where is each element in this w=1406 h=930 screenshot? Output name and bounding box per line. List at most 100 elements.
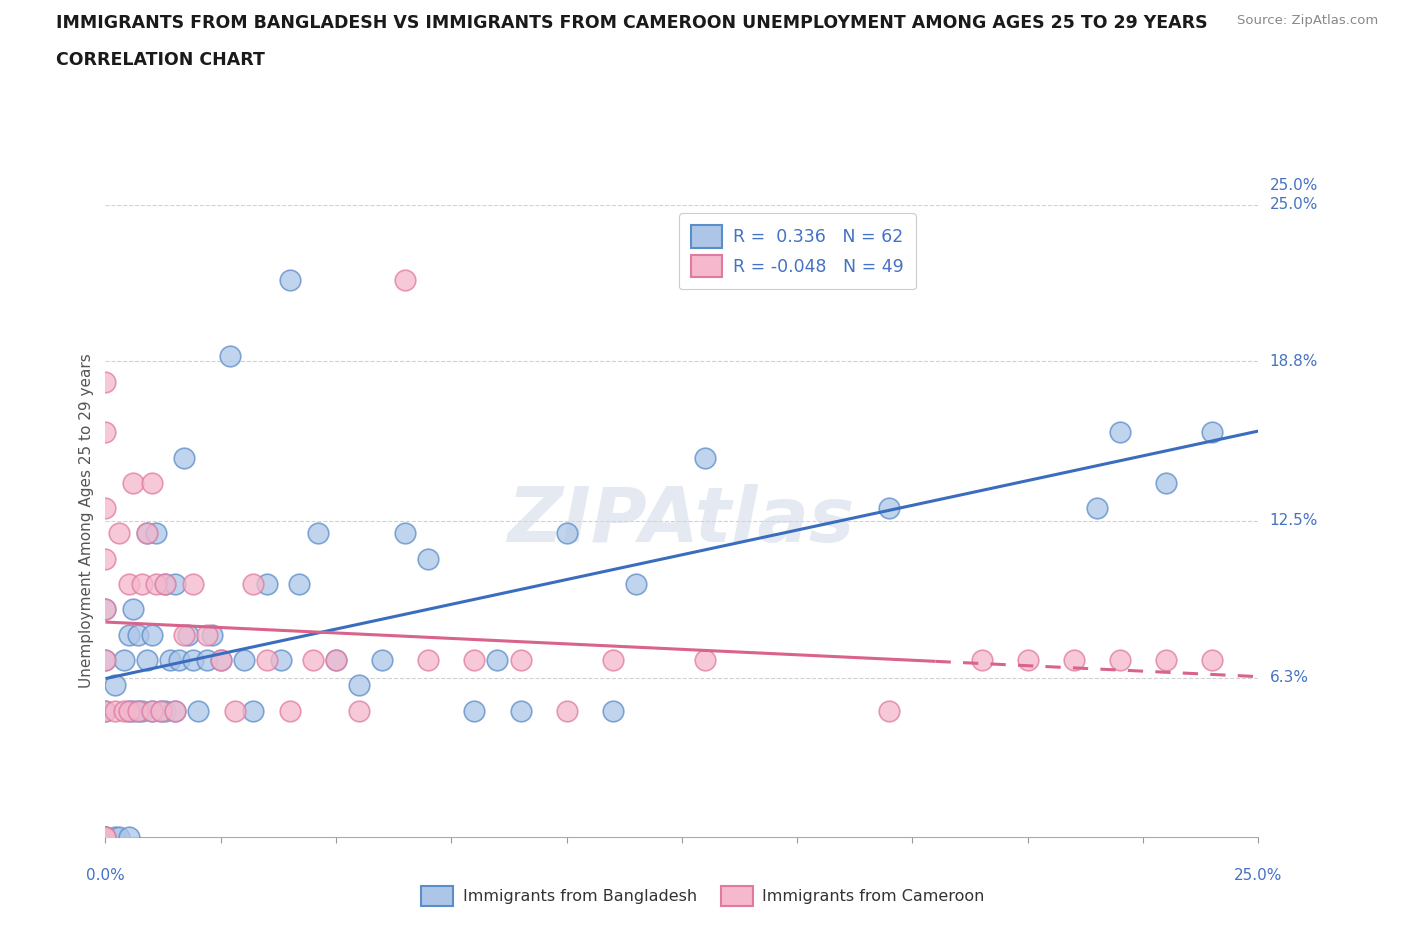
Point	[325, 653, 347, 668]
Point	[136, 526, 159, 541]
Point	[155, 703, 177, 718]
Point	[112, 703, 135, 718]
Point	[509, 703, 531, 718]
Point	[94, 830, 117, 844]
Point	[136, 653, 159, 668]
Point	[1063, 653, 1085, 668]
Point	[486, 653, 509, 668]
Point	[141, 703, 163, 718]
Text: ZIPAtlas: ZIPAtlas	[508, 484, 856, 558]
Point	[127, 703, 149, 718]
Legend: Immigrants from Bangladesh, Immigrants from Cameroon: Immigrants from Bangladesh, Immigrants f…	[415, 880, 991, 912]
Point	[94, 425, 117, 440]
Point	[1154, 653, 1177, 668]
Point	[127, 627, 149, 642]
Point	[104, 703, 127, 718]
Point	[104, 678, 127, 693]
Point	[141, 627, 163, 642]
Point	[278, 703, 301, 718]
Text: 6.3%: 6.3%	[1270, 671, 1309, 685]
Point	[159, 653, 181, 668]
Point	[177, 627, 200, 642]
Point	[278, 273, 301, 288]
Y-axis label: Unemployment Among Ages 25 to 29 years: Unemployment Among Ages 25 to 29 years	[79, 353, 94, 688]
Point	[418, 653, 440, 668]
Point	[555, 526, 578, 541]
Point	[1085, 500, 1108, 515]
Point	[970, 653, 993, 668]
Point	[624, 577, 647, 591]
Text: 25.0%: 25.0%	[1270, 179, 1317, 193]
Point	[94, 703, 117, 718]
Point	[195, 653, 218, 668]
Point	[200, 627, 222, 642]
Point	[555, 703, 578, 718]
Legend: R =  0.336   N = 62, R = -0.048   N = 49: R = 0.336 N = 62, R = -0.048 N = 49	[679, 213, 915, 289]
Text: 12.5%: 12.5%	[1270, 513, 1317, 528]
Text: 25.0%: 25.0%	[1270, 197, 1317, 212]
Point	[94, 653, 117, 668]
Point	[224, 703, 246, 718]
Point	[155, 577, 177, 591]
Point	[879, 500, 901, 515]
Point	[94, 374, 117, 389]
Point	[288, 577, 311, 591]
Point	[94, 602, 117, 617]
Point	[602, 703, 624, 718]
Point	[94, 500, 117, 515]
Point	[145, 577, 167, 591]
Point	[149, 703, 172, 718]
Point	[94, 830, 117, 844]
Point	[418, 551, 440, 566]
Point	[94, 830, 117, 844]
Point	[232, 653, 254, 668]
Text: CORRELATION CHART: CORRELATION CHART	[56, 51, 266, 69]
Point	[1017, 653, 1039, 668]
Point	[117, 703, 139, 718]
Point	[122, 475, 145, 490]
Point	[307, 526, 329, 541]
Point	[94, 602, 117, 617]
Point	[122, 703, 145, 718]
Point	[371, 653, 394, 668]
Point	[94, 830, 117, 844]
Point	[509, 653, 531, 668]
Point	[94, 830, 117, 844]
Point	[302, 653, 325, 668]
Point	[879, 703, 901, 718]
Point	[173, 627, 195, 642]
Point	[219, 349, 242, 364]
Point	[181, 577, 204, 591]
Text: 18.8%: 18.8%	[1270, 354, 1317, 369]
Point	[256, 577, 278, 591]
Point	[117, 703, 139, 718]
Point	[127, 703, 149, 718]
Point	[117, 830, 139, 844]
Point	[145, 526, 167, 541]
Point	[94, 653, 117, 668]
Point	[242, 577, 264, 591]
Point	[270, 653, 292, 668]
Point	[112, 653, 135, 668]
Point	[325, 653, 347, 668]
Point	[181, 653, 204, 668]
Point	[1154, 475, 1177, 490]
Point	[149, 703, 172, 718]
Point	[141, 475, 163, 490]
Point	[163, 577, 186, 591]
Point	[347, 678, 370, 693]
Point	[108, 830, 131, 844]
Text: IMMIGRANTS FROM BANGLADESH VS IMMIGRANTS FROM CAMEROON UNEMPLOYMENT AMONG AGES 2: IMMIGRANTS FROM BANGLADESH VS IMMIGRANTS…	[56, 14, 1208, 32]
Point	[394, 273, 416, 288]
Text: 0.0%: 0.0%	[86, 868, 125, 883]
Point	[136, 526, 159, 541]
Point	[602, 653, 624, 668]
Point	[117, 627, 139, 642]
Point	[187, 703, 209, 718]
Point	[209, 653, 232, 668]
Point	[195, 627, 218, 642]
Point	[155, 577, 177, 591]
Point	[1109, 653, 1132, 668]
Text: 25.0%: 25.0%	[1234, 868, 1282, 883]
Point	[394, 526, 416, 541]
